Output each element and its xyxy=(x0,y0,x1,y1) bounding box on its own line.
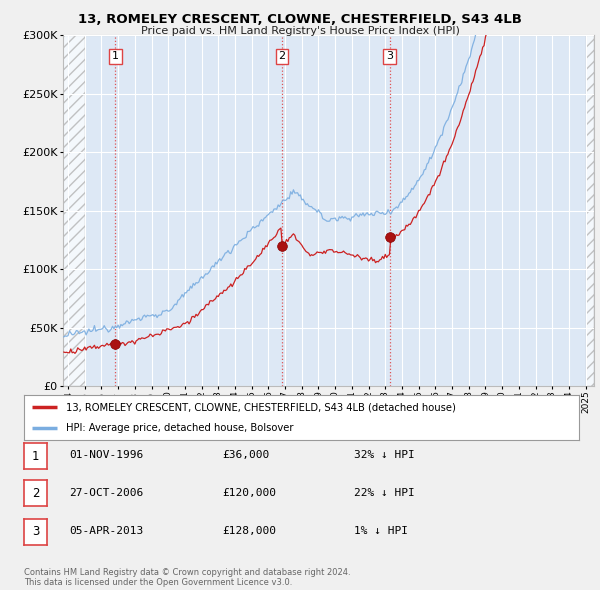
Text: £120,000: £120,000 xyxy=(222,488,276,497)
Text: HPI: Average price, detached house, Bolsover: HPI: Average price, detached house, Bols… xyxy=(65,422,293,432)
Text: 13, ROMELEY CRESCENT, CLOWNE, CHESTERFIELD, S43 4LB: 13, ROMELEY CRESCENT, CLOWNE, CHESTERFIE… xyxy=(78,13,522,26)
Text: 05-APR-2013: 05-APR-2013 xyxy=(69,526,143,536)
Text: 22% ↓ HPI: 22% ↓ HPI xyxy=(354,488,415,497)
Text: 3: 3 xyxy=(386,51,393,61)
Text: 2: 2 xyxy=(32,487,39,500)
Text: 01-NOV-1996: 01-NOV-1996 xyxy=(69,451,143,460)
Text: 27-OCT-2006: 27-OCT-2006 xyxy=(69,488,143,497)
Text: £128,000: £128,000 xyxy=(222,526,276,536)
Text: £36,000: £36,000 xyxy=(222,451,269,460)
Text: 1: 1 xyxy=(112,51,119,61)
Text: 2: 2 xyxy=(278,51,286,61)
Text: 3: 3 xyxy=(32,525,39,538)
Text: 13, ROMELEY CRESCENT, CLOWNE, CHESTERFIELD, S43 4LB (detached house): 13, ROMELEY CRESCENT, CLOWNE, CHESTERFIE… xyxy=(65,402,455,412)
Bar xyxy=(586,35,594,386)
Text: 32% ↓ HPI: 32% ↓ HPI xyxy=(354,451,415,460)
Text: 1% ↓ HPI: 1% ↓ HPI xyxy=(354,526,408,536)
Text: 1: 1 xyxy=(32,450,39,463)
Text: Contains HM Land Registry data © Crown copyright and database right 2024.
This d: Contains HM Land Registry data © Crown c… xyxy=(24,568,350,587)
Bar xyxy=(63,35,85,386)
Text: Price paid vs. HM Land Registry's House Price Index (HPI): Price paid vs. HM Land Registry's House … xyxy=(140,26,460,36)
